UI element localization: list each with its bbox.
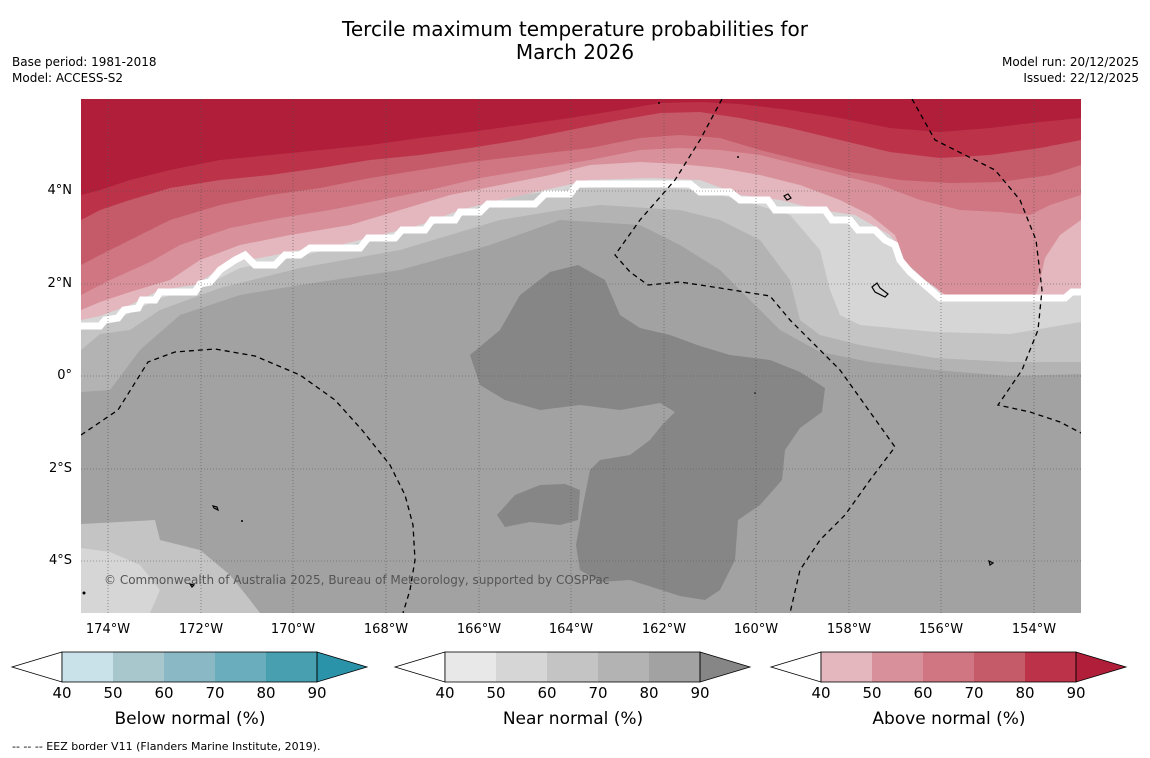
- lon-label-166w: 166°W: [456, 622, 502, 637]
- above-normal-title: Above normal (%): [872, 709, 1026, 729]
- near-extend-low: [393, 651, 446, 683]
- near-normal-title: Near normal (%): [502, 709, 644, 729]
- near-swatch-1: [445, 652, 496, 682]
- near-swatch-3: [547, 652, 598, 682]
- below-extend-low: [10, 651, 63, 683]
- above-swatch-1: [821, 652, 872, 682]
- probability-map: © Commonwealth of Australia 2025, Bureau…: [81, 99, 1081, 613]
- issued-date: Issued: 22/12/2025: [1023, 71, 1139, 85]
- above-tick-50: 50: [862, 684, 882, 702]
- eez-borders: [81, 99, 1081, 613]
- lon-label-164w: 164°W: [548, 622, 594, 637]
- colorbar-below: [10, 651, 369, 683]
- near-tick-90: 90: [690, 684, 710, 702]
- lon-label-168w: 168°W: [363, 622, 409, 637]
- lon-label-170w: 170°W: [270, 622, 316, 637]
- above-swatch-5: [1025, 652, 1076, 682]
- lon-label-172w: 172°W: [178, 622, 224, 637]
- below-swatch-5: [266, 652, 317, 682]
- below-tick-50: 50: [103, 684, 123, 702]
- below-tick-80: 80: [256, 684, 276, 702]
- lat-label-2s: 2°S: [48, 461, 72, 476]
- above-swatch-3: [923, 652, 974, 682]
- near-swatch-5: [649, 652, 700, 682]
- near-90-small: [497, 484, 580, 527]
- below-swatch-1: [62, 652, 113, 682]
- near-tick-80: 80: [639, 684, 659, 702]
- lon-label-160w: 160°W: [733, 622, 779, 637]
- island-dots: [82, 102, 756, 595]
- run-info: Model run: 20/12/2025 Issued: 22/12/2025: [1002, 54, 1139, 86]
- above-max-band: [81, 99, 1081, 195]
- near-swatch-4: [598, 652, 649, 682]
- colorbar-near: [393, 651, 752, 683]
- colorbar-above: [769, 651, 1128, 683]
- base-period: Base period: 1981-2018: [12, 55, 157, 69]
- above-tick-80: 80: [1015, 684, 1035, 702]
- below-normal-title: Below normal (%): [114, 709, 266, 729]
- above-swatch-2: [872, 652, 923, 682]
- lon-label-154w: 154°W: [1011, 622, 1057, 637]
- above-tick-40: 40: [811, 684, 831, 702]
- lat-label-0: 0°: [57, 368, 72, 383]
- near-tick-50: 50: [486, 684, 506, 702]
- above-swatch-4: [974, 652, 1025, 682]
- lon-label-158w: 158°W: [826, 622, 872, 637]
- below-swatch-4: [215, 652, 266, 682]
- near-tick-70: 70: [588, 684, 608, 702]
- lat-label-4s: 4°S: [48, 553, 72, 568]
- model-run: Model run: 20/12/2025: [1001, 55, 1139, 69]
- below-swatch-2: [113, 652, 164, 682]
- lat-label-4n: 4°N: [47, 183, 73, 198]
- model-info: Base period: 1981-2018 Model: ACCESS-S2: [12, 54, 157, 86]
- above-tick-60: 60: [913, 684, 933, 702]
- near-90-central: [470, 265, 825, 600]
- near-50-southwest: [81, 548, 160, 613]
- near-tick-40: 40: [435, 684, 455, 702]
- below-tick-40: 40: [52, 684, 72, 702]
- near-tick-60: 60: [537, 684, 557, 702]
- model-name: Model: ACCESS-S2: [12, 71, 124, 85]
- above-tick-70: 70: [964, 684, 984, 702]
- above-extend-low: [769, 651, 822, 683]
- white-boundary: [81, 180, 1081, 330]
- below-tick-60: 60: [154, 684, 174, 702]
- near-swatch-2: [496, 652, 547, 682]
- lat-label-2n: 2°N: [47, 276, 73, 291]
- above-tick-90: 90: [1066, 684, 1086, 702]
- lon-label-174w: 174°W: [85, 622, 131, 637]
- above-extend-high: [1075, 651, 1128, 683]
- lon-label-156w: 156°W: [918, 622, 964, 637]
- near-extend-high: [699, 651, 752, 683]
- below-tick-70: 70: [205, 684, 225, 702]
- eez-legend-footer: -- -- -- EEZ border V11 (Flanders Marine…: [12, 740, 321, 753]
- lon-label-162w: 162°W: [641, 622, 687, 637]
- map-title: Tercile maximum temperature probabilitie…: [342, 17, 808, 64]
- copyright-text: © Commonwealth of Australia 2025, Bureau…: [104, 573, 609, 587]
- islands: [188, 193, 995, 588]
- below-tick-90: 90: [307, 684, 327, 702]
- below-extend-high: [316, 651, 369, 683]
- below-swatch-3: [164, 652, 215, 682]
